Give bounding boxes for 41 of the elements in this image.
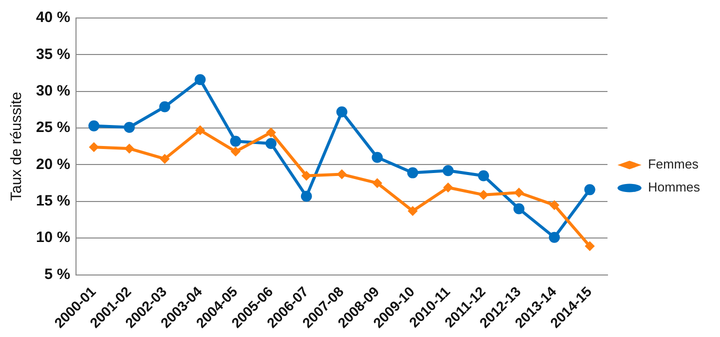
point bbox=[584, 241, 595, 252]
point bbox=[372, 178, 382, 188]
point bbox=[408, 206, 418, 216]
point bbox=[194, 74, 206, 86]
point bbox=[300, 190, 312, 202]
point bbox=[478, 170, 490, 182]
y-tick-label: 25 % bbox=[36, 119, 70, 136]
point bbox=[266, 127, 276, 138]
point bbox=[230, 136, 242, 147]
y-tick-label: 5 % bbox=[44, 266, 70, 283]
legend-label: Hommes bbox=[648, 180, 700, 195]
point bbox=[336, 169, 347, 180]
point bbox=[159, 101, 170, 112]
point bbox=[266, 138, 276, 149]
point bbox=[478, 190, 489, 200]
point bbox=[230, 146, 241, 157]
y-tick-label: 20 % bbox=[36, 156, 70, 173]
point bbox=[301, 170, 312, 181]
y-tick-label: 10 % bbox=[36, 229, 70, 246]
point bbox=[407, 167, 418, 178]
point bbox=[336, 106, 348, 118]
point bbox=[372, 152, 383, 163]
point bbox=[195, 125, 206, 136]
point bbox=[549, 200, 560, 210]
point bbox=[513, 203, 524, 214]
y-axis-title: Taux de réussite bbox=[8, 92, 26, 202]
y-tick-label: 15 % bbox=[36, 192, 70, 210]
point bbox=[442, 165, 454, 176]
y-tick-label: 35 % bbox=[36, 46, 70, 63]
point bbox=[514, 188, 524, 198]
point bbox=[124, 144, 134, 154]
point bbox=[548, 232, 560, 243]
point bbox=[88, 142, 99, 152]
legend-label: Femmes bbox=[648, 156, 700, 172]
point bbox=[160, 154, 170, 164]
point bbox=[443, 182, 454, 192]
point bbox=[584, 184, 596, 196]
point bbox=[88, 120, 100, 132]
y-tick-label: 30 % bbox=[36, 82, 70, 100]
y-tick-label: 40 % bbox=[36, 9, 70, 26]
point bbox=[124, 122, 135, 133]
